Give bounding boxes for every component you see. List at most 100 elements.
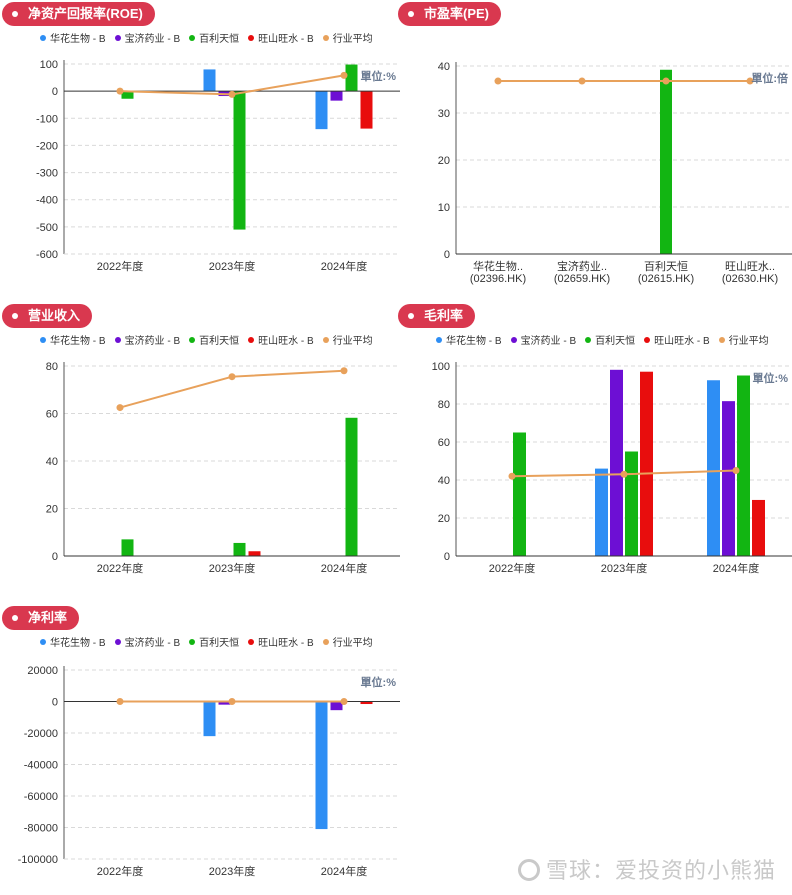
average-point bbox=[578, 77, 586, 85]
legend-dot-icon bbox=[510, 337, 517, 344]
x-tick-label: (02396.HK) bbox=[470, 273, 526, 285]
xueqiu-logo-icon bbox=[517, 859, 540, 882]
legend-dot-icon bbox=[189, 35, 196, 42]
x-tick-label: (02659.HK) bbox=[554, 273, 610, 285]
y-tick-label: 30 bbox=[438, 108, 450, 120]
legend-label: 行业平均 bbox=[332, 638, 373, 649]
net-title-pill: 净利率 bbox=[2, 606, 80, 630]
legend-label: 宝济药业 - B bbox=[124, 34, 181, 45]
x-tick-label: 2022年度 bbox=[97, 259, 143, 273]
net-panel: 净利率 华花生物 - B 宝济药业 - B 百利天恒 旺山旺水 - B 行业平均 200… bbox=[2, 606, 400, 888]
average-point bbox=[340, 367, 348, 375]
x-tick-label: 2024年度 bbox=[713, 561, 759, 575]
average-point bbox=[228, 373, 236, 381]
gross-title-pill: 毛利率 bbox=[398, 304, 476, 328]
x-tick-label: 2023年度 bbox=[209, 561, 255, 575]
bar bbox=[360, 701, 373, 705]
legend-item[interactable]: 宝济药业 - B bbox=[114, 30, 181, 45]
unit-label: 單位:% bbox=[361, 675, 397, 689]
bar bbox=[360, 91, 373, 129]
y-tick-label: 100 bbox=[432, 361, 450, 373]
average-point bbox=[746, 77, 754, 85]
legend-item[interactable]: 旺山旺水 - B bbox=[248, 30, 314, 45]
legend-label: 华花生物 - B bbox=[50, 336, 106, 347]
legend-dot-icon bbox=[189, 639, 196, 646]
y-tick-label: 0 bbox=[52, 697, 58, 709]
bar bbox=[248, 551, 261, 556]
legend-label: 行业平均 bbox=[332, 34, 373, 45]
y-tick-label: -80000 bbox=[24, 823, 58, 835]
legend-item[interactable]: 华花生物 - B bbox=[40, 634, 106, 649]
legend-item[interactable]: 行业平均 bbox=[322, 332, 373, 347]
revenue-plot: 80 60 40 20 0 2022年度 2023年度 2024年度 bbox=[46, 361, 400, 575]
legend-item[interactable]: 行业平均 bbox=[322, 30, 373, 45]
legend-item[interactable]: 宝济药业 - B bbox=[114, 634, 181, 649]
title-dot-icon bbox=[12, 313, 18, 319]
legend-item[interactable]: 华花生物 - B bbox=[436, 332, 502, 347]
legend-item[interactable]: 宝济药业 - B bbox=[510, 332, 577, 347]
legend-dot-icon bbox=[40, 337, 46, 344]
legend-item[interactable]: 宝济药业 - B bbox=[114, 332, 180, 347]
average-point bbox=[228, 90, 236, 98]
average-point bbox=[620, 470, 628, 478]
bar bbox=[737, 375, 750, 556]
pe-title-pill: 市盈率(PE) bbox=[398, 2, 502, 26]
y-tick-label: 60 bbox=[46, 409, 58, 421]
y-tick-label: -200 bbox=[36, 140, 58, 152]
x-tick-label: 2023年度 bbox=[209, 864, 255, 878]
gross-title: 毛利率 bbox=[424, 308, 464, 323]
legend-item[interactable]: 百利天恒 bbox=[189, 30, 239, 45]
net-legend: 华花生物 - B 宝济药业 - B 百利天恒 旺山旺水 - B 行业平均 bbox=[40, 634, 382, 649]
average-point bbox=[662, 77, 670, 85]
bar bbox=[315, 91, 328, 130]
x-tick-label: 2024年度 bbox=[321, 864, 367, 878]
legend-item[interactable]: 华花生物 - B bbox=[40, 30, 106, 45]
pe-panel: 市盈率(PE) 40 30 20 10 0 單位:倍 华花生物.. (02396.HK) 宝济药… bbox=[398, 2, 792, 292]
legend-item[interactable]: 行业平均 bbox=[718, 332, 769, 347]
revenue-panel: 营业收入 华花生物 - B 宝济药业 - B 百利天恒 旺山旺水 - B 行业平均 80… bbox=[2, 304, 400, 578]
bar bbox=[595, 468, 608, 556]
revenue-title-pill: 营业收入 bbox=[2, 304, 93, 328]
legend-item[interactable]: 华花生物 - B bbox=[40, 332, 106, 347]
y-tick-label: -40000 bbox=[24, 760, 58, 772]
legend-item[interactable]: 百利天恒 bbox=[585, 332, 635, 347]
gross-panel: 毛利率 华花生物 - B 宝济药业 - B 百利天恒 旺山旺水 - B 行业平均 100… bbox=[398, 304, 792, 578]
x-tick-label: 华花生物.. bbox=[473, 259, 523, 273]
y-tick-label: 0 bbox=[444, 249, 450, 261]
y-tick-label: -100000 bbox=[18, 854, 58, 866]
legend-item[interactable]: 旺山旺水 - B bbox=[248, 634, 314, 649]
legend-item[interactable]: 百利天恒 bbox=[189, 332, 239, 347]
y-tick-label: 40 bbox=[438, 475, 450, 487]
average-point bbox=[340, 698, 348, 705]
legend-item[interactable]: 行业平均 bbox=[322, 634, 373, 649]
bar bbox=[121, 539, 134, 556]
legend-label: 宝济药业 - B bbox=[124, 638, 181, 649]
legend-dot-icon bbox=[114, 639, 121, 646]
revenue-title: 营业收入 bbox=[28, 308, 81, 323]
legend-item[interactable]: 旺山旺水 - B bbox=[644, 332, 710, 347]
average-point bbox=[228, 698, 236, 705]
legend-item[interactable]: 百利天恒 bbox=[189, 634, 239, 649]
net-plot: 20000 0 -20000 -40000 -60000 -80000 -100000 單位:… bbox=[18, 665, 400, 878]
bar bbox=[203, 69, 216, 92]
bar bbox=[660, 69, 672, 254]
legend-dot-icon bbox=[248, 337, 255, 344]
title-dot-icon bbox=[408, 11, 414, 17]
legend-label: 旺山旺水 - B bbox=[258, 336, 314, 347]
average-point bbox=[116, 698, 124, 705]
legend-item[interactable]: 旺山旺水 - B bbox=[248, 332, 314, 347]
pe-title: 市盈率(PE) bbox=[424, 6, 490, 21]
legend-dot-icon bbox=[585, 337, 592, 344]
y-tick-label: 40 bbox=[438, 61, 450, 73]
legend-label: 百利天恒 bbox=[199, 336, 240, 347]
bar bbox=[203, 701, 216, 737]
bar bbox=[640, 371, 653, 556]
bar bbox=[625, 451, 638, 556]
y-tick-label: 0 bbox=[52, 86, 58, 98]
legend-label: 宝济药业 - B bbox=[520, 336, 577, 347]
y-tick-label: -300 bbox=[36, 168, 58, 180]
x-tick-label: 2024年度 bbox=[321, 561, 367, 575]
x-tick-label: 2022年度 bbox=[97, 864, 143, 878]
bar bbox=[345, 64, 358, 92]
